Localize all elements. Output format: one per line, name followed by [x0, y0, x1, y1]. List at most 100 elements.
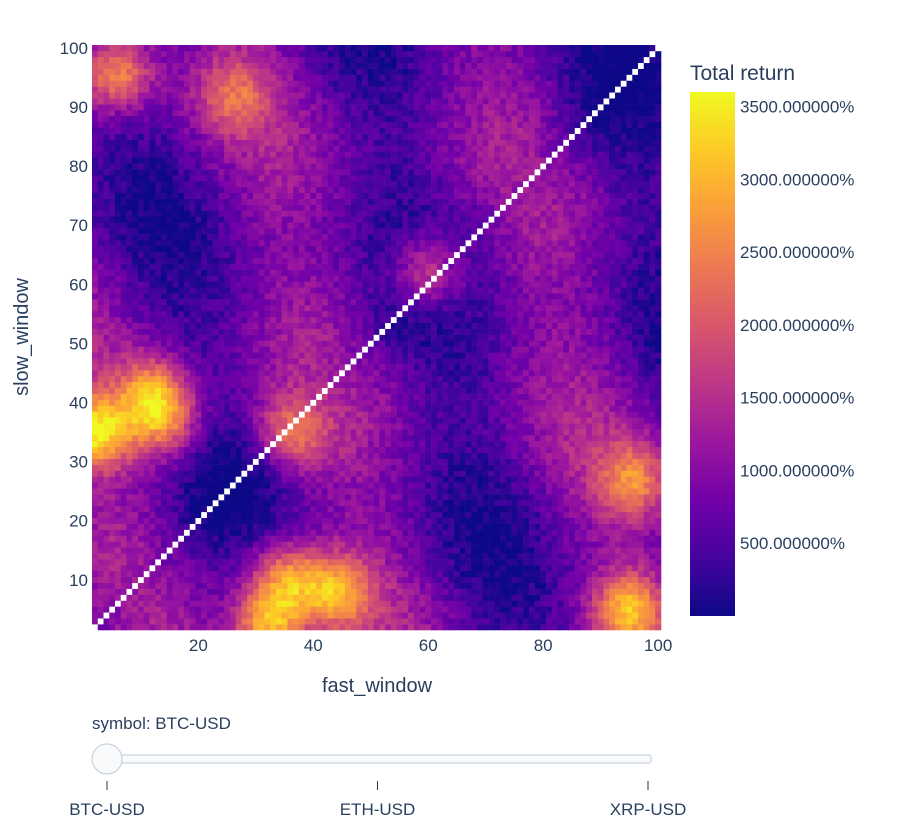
heatmap-cell — [333, 352, 340, 359]
heatmap-cell — [178, 269, 185, 276]
heatmap-cell — [109, 45, 116, 52]
heatmap-cell — [160, 269, 168, 276]
heatmap-cell — [316, 624, 323, 631]
heatmap-cell — [339, 393, 346, 400]
heatmap-cell — [298, 429, 305, 436]
heatmap-cell — [235, 157, 242, 164]
heatmap-cell — [373, 186, 380, 194]
heatmap-cell — [172, 500, 179, 507]
heatmap-cell — [344, 121, 351, 129]
heatmap-cell — [189, 565, 196, 572]
heatmap-cell — [189, 228, 196, 235]
heatmap-cell — [109, 381, 116, 389]
heatmap-cell — [327, 600, 334, 607]
heatmap-cell — [316, 328, 323, 335]
heatmap-cell — [252, 358, 259, 365]
heatmap-cell — [229, 618, 236, 625]
heatmap-cell — [241, 240, 248, 247]
heatmap-cell — [172, 210, 179, 217]
heatmap-cell — [126, 446, 133, 454]
heatmap-cell — [252, 275, 259, 282]
heatmap-cell — [362, 157, 369, 164]
heatmap-cell — [212, 370, 219, 377]
heatmap-cell — [155, 145, 162, 152]
heatmap-cell — [344, 198, 351, 205]
heatmap-cell — [120, 287, 127, 294]
heatmap-cell — [298, 251, 305, 259]
heatmap-cell — [92, 175, 99, 182]
heatmap-cell — [316, 612, 323, 619]
heatmap-cell — [373, 269, 380, 276]
heatmap-cell — [235, 618, 242, 625]
heatmap-cell — [321, 299, 328, 306]
heatmap-cell — [189, 594, 196, 601]
heatmap-cell — [212, 68, 219, 75]
heatmap-cell — [293, 511, 300, 519]
heatmap-cell — [92, 576, 99, 584]
heatmap-cell — [367, 500, 374, 507]
heatmap-cell — [183, 352, 191, 359]
heatmap-cell — [120, 541, 127, 548]
heatmap-cell — [356, 541, 363, 548]
heatmap-cell — [229, 476, 236, 483]
heatmap-cell — [235, 180, 242, 188]
heatmap-cell — [339, 553, 346, 560]
heatmap-cell — [373, 115, 380, 123]
heatmap-cell — [109, 375, 116, 383]
heatmap-cell — [247, 553, 254, 560]
heatmap-cell — [252, 594, 259, 601]
heatmap-cell-empty — [373, 334, 380, 341]
heatmap-cell — [155, 547, 162, 554]
heatmap-cell — [206, 257, 213, 264]
heatmap-cell — [137, 62, 145, 69]
heatmap-cell — [126, 56, 133, 64]
heatmap-cell — [310, 192, 317, 199]
heatmap-cell — [103, 340, 110, 347]
heatmap-cell — [195, 68, 202, 75]
heatmap-cell — [224, 600, 231, 607]
heatmap-cell — [120, 417, 127, 424]
heatmap-cell — [109, 86, 116, 93]
heatmap-cell — [132, 204, 139, 211]
heatmap-cell — [183, 440, 191, 448]
heatmap-cell — [218, 86, 225, 93]
heatmap-cell — [333, 275, 340, 282]
heatmap-cell — [212, 121, 219, 129]
heatmap-cell — [114, 110, 122, 117]
heatmap-cell — [350, 618, 357, 625]
heatmap-cell — [126, 600, 133, 607]
heatmap-cell — [149, 104, 156, 111]
heatmap-cell — [287, 175, 294, 182]
heatmap-cell — [373, 464, 380, 471]
heatmap-cell — [356, 370, 363, 377]
heatmap-cell — [189, 405, 196, 412]
heatmap-cell — [109, 98, 116, 105]
heatmap-cell — [143, 600, 150, 607]
heatmap-cell — [247, 440, 254, 448]
heatmap-cell — [178, 500, 185, 507]
heatmap-cell — [316, 234, 323, 241]
heatmap-cell — [143, 145, 150, 152]
heatmap-cell — [275, 204, 282, 211]
heatmap-cell — [218, 576, 225, 584]
heatmap-cell — [270, 470, 277, 477]
heatmap-cell — [218, 110, 225, 117]
heatmap-cell — [229, 115, 236, 123]
heatmap-cell — [258, 417, 265, 424]
heatmap-cell — [275, 358, 282, 365]
heatmap-cell — [172, 192, 179, 199]
heatmap-cell — [218, 139, 225, 146]
heatmap-cell — [252, 399, 259, 406]
heatmap-cell — [97, 553, 104, 560]
heatmap-cell — [247, 222, 254, 229]
heatmap-cell — [235, 393, 242, 400]
heatmap-cell — [172, 104, 179, 111]
heatmap-cell — [224, 606, 231, 613]
heatmap-cell — [132, 186, 139, 194]
heatmap-cell — [103, 305, 110, 312]
heatmap-cell — [235, 186, 242, 194]
heatmap-cell — [298, 340, 305, 347]
heatmap-cell — [155, 423, 162, 430]
heatmap-cell — [109, 482, 116, 489]
heatmap-cell — [92, 163, 99, 170]
